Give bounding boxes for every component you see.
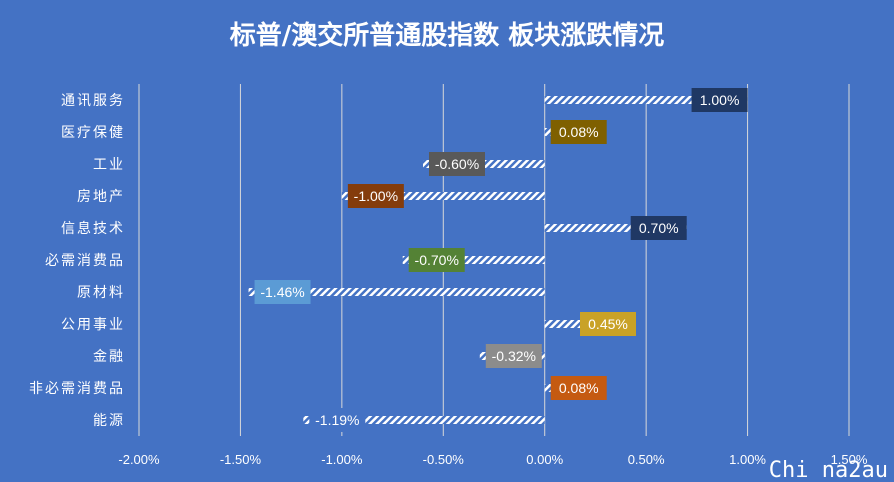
category-label: 信息技术 <box>61 220 125 237</box>
data-labels: 1.00% 0.08% -0.60% -1.00% 0.70% -0.70% -1.46% 0… <box>254 88 748 432</box>
data-label-box <box>309 408 366 432</box>
bar <box>544 224 687 232</box>
bar <box>303 416 545 424</box>
bar <box>248 288 545 296</box>
data-label-box <box>429 152 485 176</box>
chart-title: 标普/澳交所普通股指数 板块涨跌情况 <box>230 20 665 51</box>
category-label: 能源 <box>93 413 125 429</box>
data-label: 0.45% <box>580 312 636 336</box>
data-label-text: -1.46% <box>260 284 304 300</box>
category-label: 金融 <box>93 349 125 365</box>
data-label-text: -1.00% <box>354 188 398 204</box>
data-label-text: -0.60% <box>435 156 479 172</box>
data-label-text: -0.32% <box>492 348 536 364</box>
data-label-text: -0.70% <box>415 252 459 268</box>
data-label-text: 1.00% <box>700 92 740 108</box>
x-tick-label: -0.50% <box>423 452 465 467</box>
x-axis-tick-labels: -2.00% -1.50% -1.00% -0.50% 0.00% 0.50% 1.00% 1… <box>118 452 867 467</box>
data-label: -1.19% <box>309 408 366 432</box>
x-tick-label: -2.00% <box>118 452 160 467</box>
category-label: 工业 <box>93 157 125 173</box>
category-label: 必需消费品 <box>45 253 125 269</box>
bar <box>402 256 545 264</box>
data-label-box <box>630 216 687 240</box>
x-tick-label: 0.00% <box>526 452 563 467</box>
data-label-text: 0.08% <box>559 124 599 140</box>
x-tick-label: 0.50% <box>628 452 665 467</box>
data-label-box <box>485 344 542 368</box>
category-label: 公用事业 <box>61 317 125 333</box>
bar <box>341 192 545 200</box>
data-label: -0.60% <box>429 152 485 176</box>
data-label: 0.08% <box>550 120 607 144</box>
data-label: 0.70% <box>630 216 687 240</box>
category-label: 房地产 <box>77 189 125 205</box>
data-label-text: -1.19% <box>315 412 359 428</box>
bars <box>248 96 748 424</box>
data-label: -0.70% <box>408 248 465 272</box>
data-label-box <box>347 184 404 208</box>
x-tick-label: -1.50% <box>220 452 262 467</box>
category-label: 医疗保健 <box>61 125 125 141</box>
data-label: -1.46% <box>254 280 311 304</box>
data-label: -1.00% <box>347 184 404 208</box>
category-label: 原材料 <box>77 285 125 301</box>
x-tick-label: -1.00% <box>321 452 363 467</box>
data-label-text: 0.08% <box>559 380 599 396</box>
data-label: -0.32% <box>485 344 542 368</box>
data-label-box <box>691 88 748 112</box>
data-label: 0.08% <box>550 376 607 400</box>
data-label: 1.00% <box>691 88 748 112</box>
watermark: Chi na2au <box>769 458 888 482</box>
data-label-box <box>550 376 607 400</box>
data-label-box <box>580 312 636 336</box>
bar <box>544 96 748 104</box>
data-label-text: 0.45% <box>588 316 628 332</box>
category-label: 通讯服务 <box>61 93 125 109</box>
data-label-box <box>550 120 607 144</box>
category-label: 非必需消费品 <box>29 381 125 397</box>
x-tick-label: 1.00% <box>729 452 766 467</box>
x-tick-label: 1.50% <box>831 452 868 467</box>
data-label-text: 0.70% <box>639 220 679 236</box>
data-label-box <box>408 248 465 272</box>
data-label-box <box>254 280 311 304</box>
